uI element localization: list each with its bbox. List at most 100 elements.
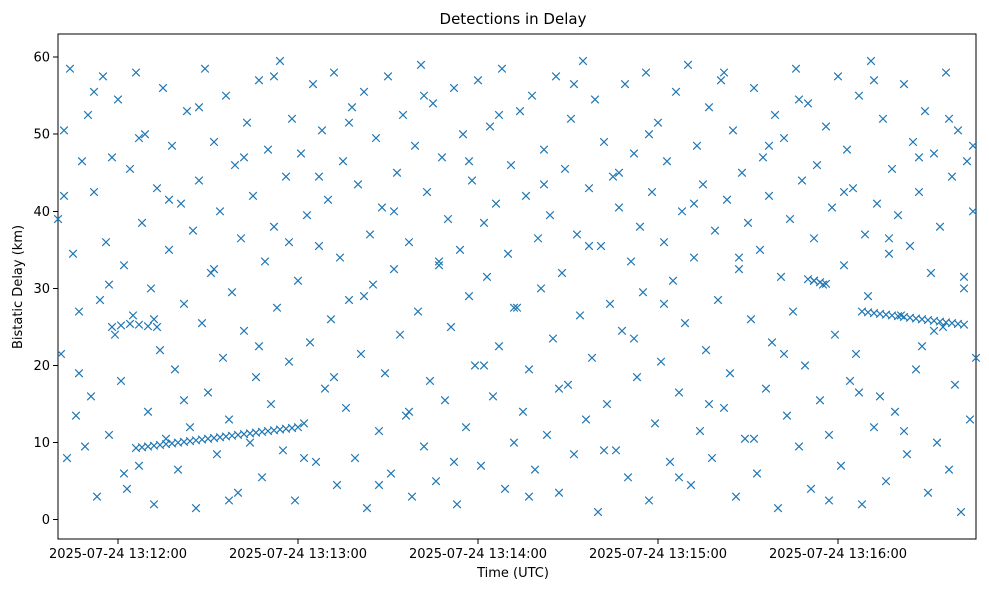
data-point-x-marker xyxy=(326,315,336,324)
data-point-x-marker xyxy=(359,87,369,97)
data-point-x-marker xyxy=(533,234,543,243)
data-point-x-marker xyxy=(524,492,534,501)
data-point-x-marker xyxy=(542,430,552,440)
data-point-x-marker xyxy=(653,118,663,127)
data-point-x-marker xyxy=(422,187,432,197)
y-tick-label: 40 xyxy=(33,205,50,220)
data-point-x-marker xyxy=(392,168,402,178)
data-point-x-marker xyxy=(842,145,852,154)
data-point-x-marker xyxy=(791,64,801,73)
data-point-x-marker xyxy=(236,234,246,243)
data-point-x-marker xyxy=(176,199,186,208)
data-point-x-marker xyxy=(578,56,588,66)
data-point-x-marker xyxy=(746,315,756,324)
data-point-x-marker xyxy=(263,145,273,154)
data-point-x-marker xyxy=(599,137,609,147)
data-point-x-marker xyxy=(539,180,549,189)
data-point-x-marker xyxy=(293,276,303,285)
data-point-x-marker xyxy=(317,126,327,135)
data-point-x-marker xyxy=(614,168,624,178)
data-point-x-marker xyxy=(704,103,714,112)
data-point-x-marker xyxy=(164,245,174,255)
data-point-x-marker xyxy=(113,95,123,104)
data-point-x-marker xyxy=(68,249,78,258)
data-point-x-marker xyxy=(197,318,207,328)
data-point-x-marker xyxy=(119,469,129,478)
data-point-x-marker xyxy=(605,299,615,309)
data-point-x-marker xyxy=(959,320,969,329)
data-point-x-marker xyxy=(893,210,903,220)
data-point-x-marker xyxy=(629,334,639,343)
data-point-x-marker xyxy=(554,488,564,497)
data-point-x-marker xyxy=(734,264,744,274)
data-point-x-marker xyxy=(929,149,939,158)
data-point-x-marker xyxy=(431,476,441,486)
data-point-x-marker xyxy=(596,241,606,251)
data-point-x-marker xyxy=(404,407,414,417)
data-point-x-marker xyxy=(272,303,282,312)
data-point-x-marker xyxy=(353,180,363,189)
data-point-x-marker xyxy=(134,133,144,143)
data-point-x-marker xyxy=(704,399,714,409)
data-point-x-marker xyxy=(509,438,519,447)
data-point-x-marker xyxy=(833,72,843,81)
data-point-x-marker xyxy=(95,295,105,305)
data-point-x-marker xyxy=(125,319,135,329)
data-point-x-marker xyxy=(488,392,498,401)
data-point-x-marker xyxy=(77,156,87,166)
data-point-x-marker xyxy=(614,203,624,212)
data-point-x-marker xyxy=(413,307,423,316)
data-point-x-marker xyxy=(134,320,144,329)
data-point-x-marker xyxy=(503,249,513,258)
data-point-x-marker xyxy=(254,342,264,351)
data-point-x-marker xyxy=(134,461,144,470)
data-point-x-marker xyxy=(464,291,474,301)
data-point-x-marker xyxy=(338,156,348,166)
data-point-x-marker xyxy=(827,203,837,212)
data-point-x-marker xyxy=(950,380,960,390)
data-point-x-marker xyxy=(188,226,198,235)
x-tick-label: 2025-07-24 13:15:00 xyxy=(589,547,727,562)
data-point-x-marker xyxy=(332,480,342,490)
data-point-x-marker xyxy=(719,68,729,77)
data-point-x-marker xyxy=(500,484,510,494)
data-point-x-marker xyxy=(227,288,237,297)
data-point-x-marker xyxy=(386,469,396,478)
data-point-x-marker xyxy=(890,407,900,417)
data-point-x-marker xyxy=(635,222,645,231)
data-point-x-marker xyxy=(758,153,768,162)
data-point-x-marker xyxy=(443,214,453,224)
data-point-x-marker xyxy=(656,357,666,366)
data-point-x-marker xyxy=(116,376,126,386)
data-point-x-marker xyxy=(587,353,597,363)
data-point-x-marker xyxy=(779,133,789,143)
data-point-x-marker xyxy=(863,291,873,301)
data-point-x-marker xyxy=(74,307,84,316)
data-point-x-marker xyxy=(788,307,798,316)
data-point-x-marker xyxy=(329,68,339,77)
data-point-x-marker xyxy=(806,484,816,494)
data-point-x-marker xyxy=(740,434,750,443)
data-point-x-marker xyxy=(626,257,636,266)
data-point-x-marker xyxy=(902,449,912,459)
data-point-x-marker xyxy=(560,164,570,174)
data-point-x-marker xyxy=(884,234,894,243)
data-point-x-marker xyxy=(374,480,384,490)
data-point-x-marker xyxy=(428,99,438,108)
data-point-x-marker xyxy=(785,214,795,224)
data-point-x-marker xyxy=(320,384,330,393)
data-point-x-marker xyxy=(206,268,216,278)
data-point-x-marker xyxy=(335,253,345,262)
data-point-x-marker xyxy=(632,372,642,382)
data-point-x-marker xyxy=(203,388,213,397)
data-point-x-marker xyxy=(674,473,684,482)
data-point-x-marker xyxy=(914,153,924,162)
data-point-x-marker xyxy=(59,191,69,201)
data-point-x-marker xyxy=(539,145,549,154)
data-point-x-marker xyxy=(677,207,687,216)
data-point-x-marker xyxy=(419,442,429,451)
data-point-x-marker xyxy=(650,419,660,428)
data-point-x-marker xyxy=(284,237,294,247)
data-point-x-marker xyxy=(290,496,300,505)
data-point-x-marker xyxy=(344,118,354,127)
